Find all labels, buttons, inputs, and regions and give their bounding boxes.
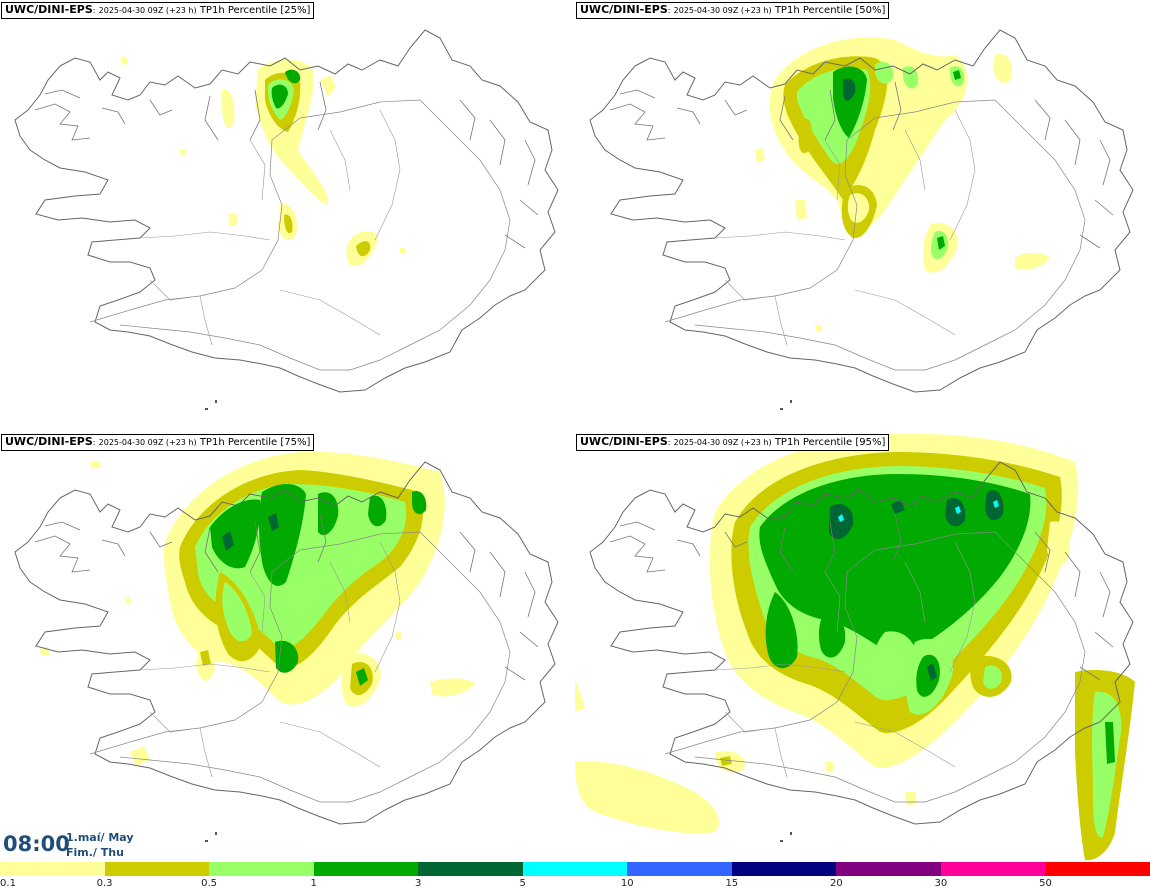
title-separator: : xyxy=(667,438,671,447)
precip-map xyxy=(575,433,1135,861)
legend-swatch xyxy=(1045,862,1150,876)
precip-map xyxy=(14,451,559,843)
legend-swatch xyxy=(104,862,210,876)
legend-tick-label: 10 xyxy=(620,878,634,889)
model-name: UWC/DINI-EPS xyxy=(580,435,668,448)
legend-tick-label: 0.5 xyxy=(201,878,218,889)
panel-title: UWC/DINI-EPS: 2025-04-30 09Z (+23 h) TP1… xyxy=(1,2,315,19)
legend-swatch xyxy=(313,862,419,876)
legend-tick-label: 30 xyxy=(934,878,948,889)
legend-tick-label: 0.3 xyxy=(96,878,113,889)
precip-map xyxy=(14,29,559,411)
legend-tick-label: 1 xyxy=(310,878,317,889)
precip-shading xyxy=(40,451,475,766)
color-legend: 0.1 0.3 0.5 1 3 5 10 15 20 30 50 xyxy=(0,862,1150,891)
legend-tick-label: 3 xyxy=(414,878,422,889)
legend-swatch xyxy=(731,862,837,876)
run-time: 2025-04-30 09Z (+23 h) xyxy=(98,6,197,15)
valid-date: 1.maí/ May xyxy=(66,831,134,844)
field-name: TP1h Percentile [75%] xyxy=(199,437,311,448)
legend-swatch xyxy=(209,862,315,876)
legend-swatch xyxy=(627,862,733,876)
field-name: TP1h Percentile [25%] xyxy=(199,5,311,16)
run-time: 2025-04-30 09Z (+23 h) xyxy=(98,438,197,447)
model-name: UWC/DINI-EPS xyxy=(5,3,93,16)
precip-shading xyxy=(120,56,406,267)
title-separator: : xyxy=(92,6,96,15)
legend-tick-label: 15 xyxy=(725,878,739,889)
legend-swatch xyxy=(0,862,105,876)
model-name: UWC/DINI-EPS xyxy=(580,3,668,16)
valid-time-box: 08:00 1.maí/ May Fim./ Thu xyxy=(0,828,134,862)
valid-time: 08:00 xyxy=(3,832,70,856)
panel-title: UWC/DINI-EPS: 2025-04-30 09Z (+23 h) TP1… xyxy=(576,2,890,19)
map-panel-p75: UWC/DINI-EPS: 2025-04-30 09Z (+23 h) TP1… xyxy=(0,432,575,862)
legend-tick-label: 5 xyxy=(519,878,526,889)
precip-map xyxy=(589,29,1134,411)
panel-title: UWC/DINI-EPS: 2025-04-30 09Z (+23 h) TP1… xyxy=(576,434,890,451)
title-separator: : xyxy=(667,6,671,15)
run-time: 2025-04-30 09Z (+23 h) xyxy=(673,6,772,15)
legend-swatch xyxy=(940,862,1046,876)
title-separator: : xyxy=(92,438,96,447)
field-name: TP1h Percentile [50%] xyxy=(774,5,886,16)
map-panel-p25: UWC/DINI-EPS: 2025-04-30 09Z (+23 h) TP1… xyxy=(0,0,575,430)
model-name: UWC/DINI-EPS xyxy=(5,435,93,448)
valid-weekday: Fim./ Thu xyxy=(66,846,124,859)
legend-tick-label: 0.1 xyxy=(0,878,16,889)
legend-swatch xyxy=(418,862,524,876)
legend-tick-label: 50 xyxy=(1039,878,1052,889)
legend-swatch xyxy=(522,862,628,876)
precip-shading xyxy=(575,433,1135,861)
legend-tick-label: 20 xyxy=(829,878,843,889)
field-name: TP1h Percentile [95%] xyxy=(774,437,886,448)
legend-swatch xyxy=(836,862,942,876)
run-time: 2025-04-30 09Z (+23 h) xyxy=(673,438,772,447)
precip-shading xyxy=(755,37,1050,331)
map-panel-p95: UWC/DINI-EPS: 2025-04-30 09Z (+23 h) TP1… xyxy=(575,432,1150,862)
map-panel-p50: UWC/DINI-EPS: 2025-04-30 09Z (+23 h) TP1… xyxy=(575,0,1150,430)
panel-title: UWC/DINI-EPS: 2025-04-30 09Z (+23 h) TP1… xyxy=(1,434,315,451)
